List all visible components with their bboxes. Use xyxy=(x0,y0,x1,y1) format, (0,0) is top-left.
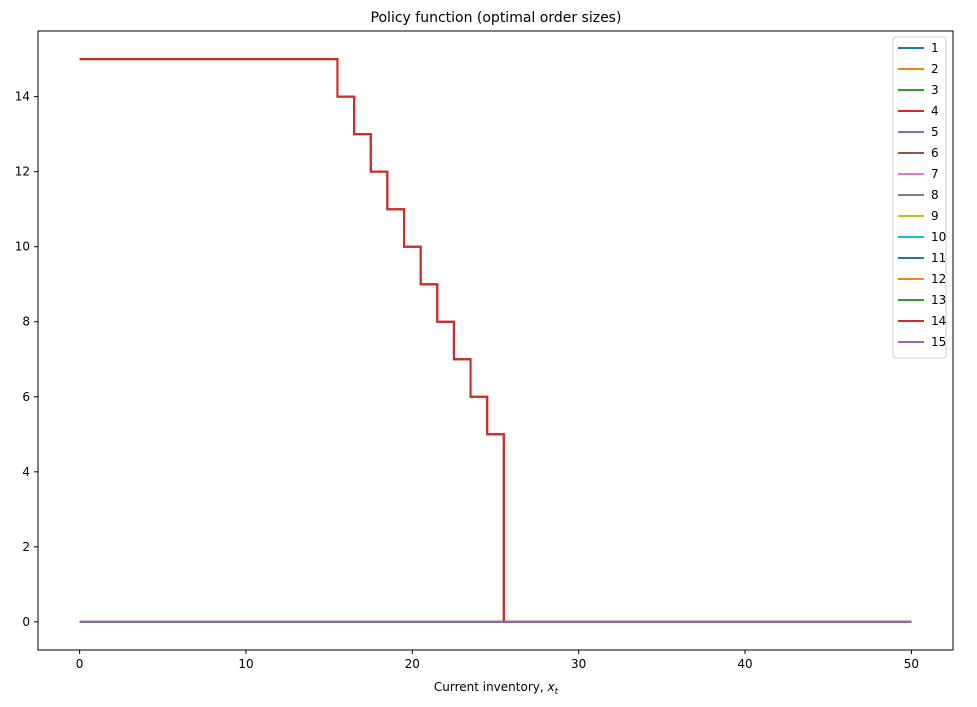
x-axis-label-text: Current inventory, xyxy=(434,680,548,694)
y-tick-label: 2 xyxy=(22,540,30,554)
series-line-4 xyxy=(79,58,912,623)
y-tick-label: 8 xyxy=(22,315,30,329)
plot-frame xyxy=(37,30,954,651)
x-tick-label: 40 xyxy=(737,657,752,671)
plot-lines xyxy=(79,58,912,623)
series-line-6 xyxy=(79,58,912,623)
legend-label-6: 6 xyxy=(931,146,939,160)
legend-label-10: 10 xyxy=(931,230,946,244)
y-tick-label: 6 xyxy=(22,390,30,404)
x-tick-label: 50 xyxy=(904,657,919,671)
y-tick-label: 0 xyxy=(22,615,30,629)
x-tick-label: 30 xyxy=(571,657,586,671)
x-axis-label-subscript: t xyxy=(555,687,559,697)
legend-label-4: 4 xyxy=(931,104,939,118)
legend-label-5: 5 xyxy=(931,125,939,139)
x-axis-label-math: x xyxy=(546,680,555,694)
legend-label-2: 2 xyxy=(931,62,939,76)
y-tick-label: 4 xyxy=(22,465,30,479)
x-tick-label: 0 xyxy=(76,657,84,671)
legend-label-12: 12 xyxy=(931,272,946,286)
y-axis: 0 2 4 6 8 10 12 14 xyxy=(15,90,38,629)
y-tick-label: 12 xyxy=(15,165,30,179)
legend-label-9: 9 xyxy=(931,209,939,223)
x-axis-label: Current inventory, xt xyxy=(434,680,559,697)
x-axis: 0 10 20 30 40 50 xyxy=(76,650,919,671)
legend-label-8: 8 xyxy=(931,188,939,202)
legend-label-11: 11 xyxy=(931,251,946,265)
x-tick-label: 10 xyxy=(238,657,253,671)
legend-label-14: 14 xyxy=(931,314,946,328)
y-tick-label: 10 xyxy=(15,240,30,254)
legend-label-1: 1 xyxy=(931,41,939,55)
y-tick-label: 14 xyxy=(15,90,30,104)
legend-label-3: 3 xyxy=(931,83,939,97)
legend-label-15: 15 xyxy=(931,335,946,349)
series-line-14 xyxy=(79,58,912,623)
x-tick-label: 20 xyxy=(405,657,420,671)
legend-label-13: 13 xyxy=(931,293,946,307)
legend-label-7: 7 xyxy=(931,167,939,181)
legend-box xyxy=(892,36,947,359)
chart-title: Policy function (optimal order sizes) xyxy=(371,10,622,26)
